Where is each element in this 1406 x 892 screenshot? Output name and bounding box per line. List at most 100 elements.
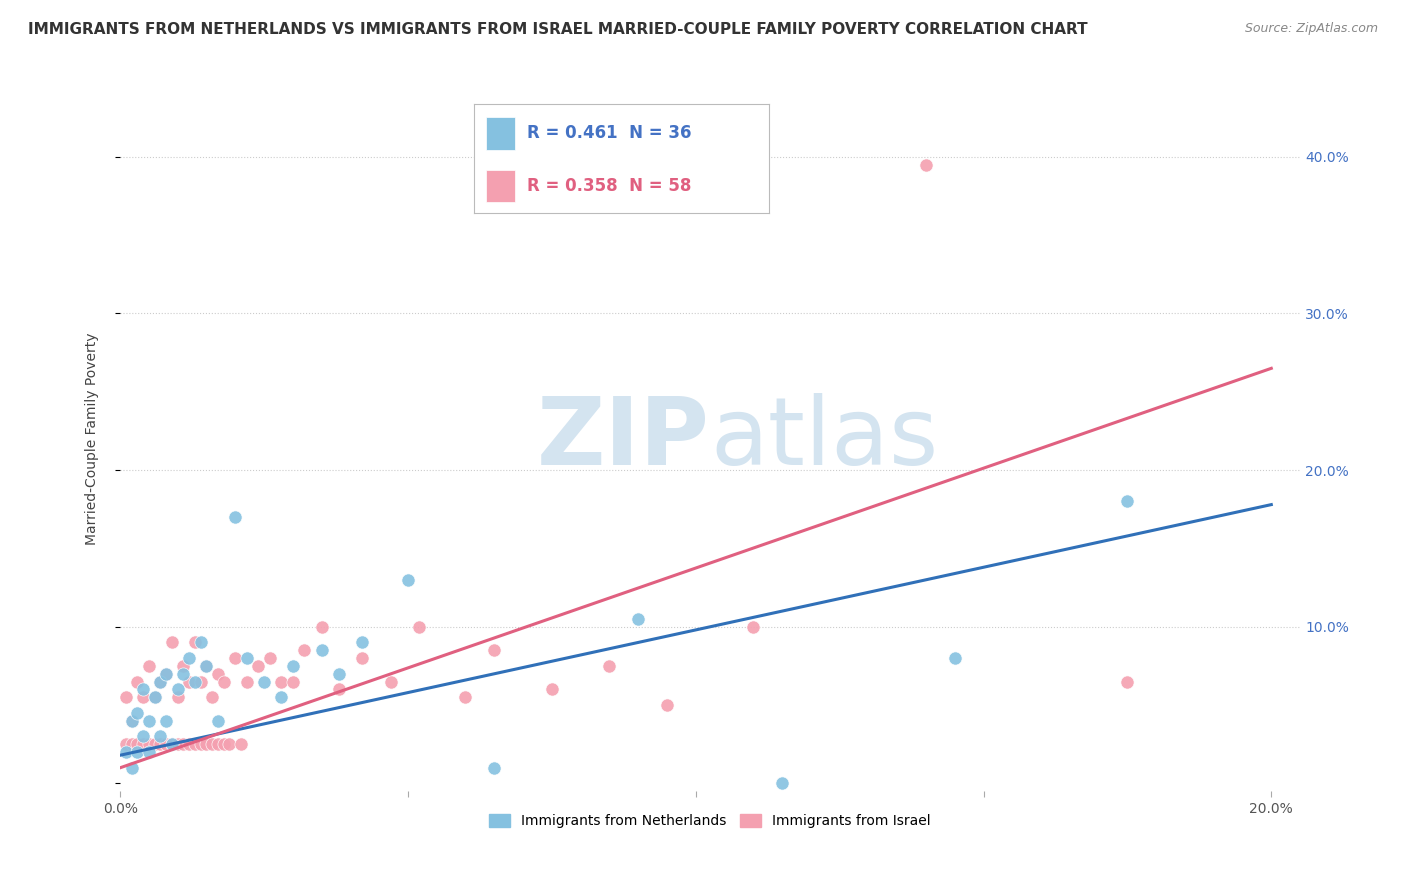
Point: [132, 690, 155, 705]
Point: [1116, 494, 1139, 508]
Point: [184, 737, 207, 751]
Legend: Immigrants from Netherlands, Immigrants from Israel: Immigrants from Netherlands, Immigrants …: [484, 808, 936, 834]
Point: [115, 745, 138, 759]
Point: [201, 737, 224, 751]
Y-axis label: Married-Couple Family Poverty: Married-Couple Family Poverty: [86, 333, 100, 545]
Point: [190, 635, 212, 649]
Point: [127, 737, 149, 751]
Point: [143, 690, 166, 705]
Point: [155, 714, 177, 728]
Point: [138, 745, 160, 759]
Text: atlas: atlas: [710, 392, 938, 485]
Point: [143, 690, 166, 705]
Point: [160, 635, 183, 649]
Point: [224, 510, 246, 524]
Point: [247, 659, 270, 673]
Point: [155, 666, 177, 681]
Point: [454, 690, 477, 705]
Point: [328, 666, 350, 681]
Point: [212, 674, 235, 689]
Point: [172, 737, 194, 751]
Point: [121, 737, 143, 751]
Point: [184, 635, 207, 649]
Point: [195, 659, 218, 673]
Point: [396, 573, 419, 587]
Point: [207, 737, 229, 751]
Point: [408, 620, 430, 634]
Point: [328, 682, 350, 697]
Point: [281, 674, 304, 689]
Point: [770, 776, 793, 790]
Point: [138, 737, 160, 751]
Point: [742, 620, 765, 634]
Point: [207, 666, 229, 681]
Point: [259, 651, 281, 665]
Text: Source: ZipAtlas.com: Source: ZipAtlas.com: [1244, 22, 1378, 36]
Point: [132, 682, 155, 697]
Text: IMMIGRANTS FROM NETHERLANDS VS IMMIGRANTS FROM ISRAEL MARRIED-COUPLE FAMILY POVE: IMMIGRANTS FROM NETHERLANDS VS IMMIGRANT…: [28, 22, 1088, 37]
Point: [311, 620, 333, 634]
Point: [127, 674, 149, 689]
Point: [350, 635, 373, 649]
Point: [253, 674, 276, 689]
Point: [115, 737, 138, 751]
Point: [212, 737, 235, 751]
Text: ZIP: ZIP: [537, 392, 710, 485]
Point: [127, 706, 149, 720]
Point: [1116, 674, 1139, 689]
Point: [138, 714, 160, 728]
Point: [127, 745, 149, 759]
Point: [166, 690, 188, 705]
Point: [143, 737, 166, 751]
Point: [540, 682, 562, 697]
Point: [915, 158, 938, 172]
Point: [195, 659, 218, 673]
Point: [172, 659, 194, 673]
Point: [236, 651, 259, 665]
Point: [190, 737, 212, 751]
Point: [149, 674, 172, 689]
Point: [184, 674, 207, 689]
Point: [132, 730, 155, 744]
Point: [179, 674, 201, 689]
Point: [201, 690, 224, 705]
Point: [943, 651, 966, 665]
Point: [218, 737, 240, 751]
Point: [292, 643, 315, 657]
Point: [115, 690, 138, 705]
Point: [380, 674, 402, 689]
Point: [155, 666, 177, 681]
Point: [121, 714, 143, 728]
Point: [270, 690, 292, 705]
Point: [149, 737, 172, 751]
Point: [281, 659, 304, 673]
Point: [627, 612, 650, 626]
Point: [484, 761, 506, 775]
Point: [132, 737, 155, 751]
Point: [195, 737, 218, 751]
Point: [166, 737, 188, 751]
Point: [149, 674, 172, 689]
Point: [149, 730, 172, 744]
Point: [155, 737, 177, 751]
Point: [121, 761, 143, 775]
Point: [166, 682, 188, 697]
Point: [229, 737, 252, 751]
Point: [484, 643, 506, 657]
Point: [172, 666, 194, 681]
Point: [207, 714, 229, 728]
Point: [350, 651, 373, 665]
Point: [138, 659, 160, 673]
Point: [236, 674, 259, 689]
Point: [160, 737, 183, 751]
Point: [270, 674, 292, 689]
Point: [224, 651, 246, 665]
Point: [190, 674, 212, 689]
Point: [311, 643, 333, 657]
Point: [598, 659, 620, 673]
Point: [160, 737, 183, 751]
Point: [179, 737, 201, 751]
Point: [121, 714, 143, 728]
Point: [179, 651, 201, 665]
Point: [655, 698, 678, 712]
